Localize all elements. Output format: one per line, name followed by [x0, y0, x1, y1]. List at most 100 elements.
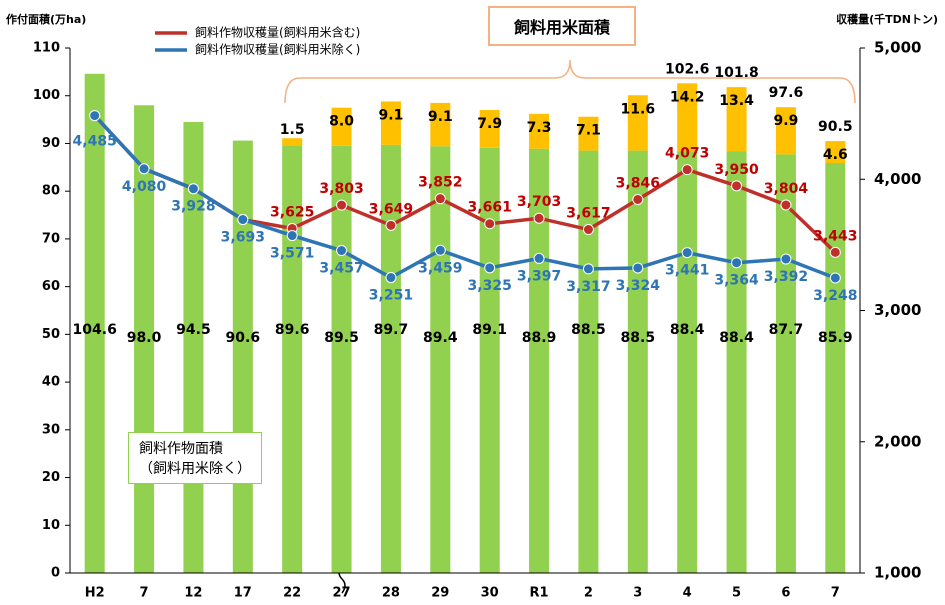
bar	[627, 150, 648, 573]
bar-label: 89.1	[472, 322, 507, 338]
bar	[331, 107, 352, 146]
bar-label: 8.0	[329, 114, 354, 130]
marker	[582, 224, 594, 236]
bar	[479, 110, 500, 148]
marker	[829, 272, 841, 284]
marker	[237, 214, 249, 226]
line-label: 4,485	[73, 134, 117, 150]
x-tick-label: 27	[333, 586, 351, 601]
marker	[533, 212, 545, 224]
bar-label: 13.4	[719, 93, 754, 109]
bar-label: 1.5	[280, 122, 305, 138]
line	[93, 114, 837, 254]
bar	[529, 113, 550, 149]
marker	[286, 230, 298, 242]
line-label: 3,804	[764, 181, 809, 197]
line-label: 3,852	[418, 175, 462, 191]
x-tick-label: 6	[781, 586, 790, 601]
y-tick-label: 40	[42, 375, 60, 390]
line-label: 4,080	[122, 179, 167, 195]
bar-label: 9.9	[774, 113, 799, 129]
line-label: 3,441	[665, 263, 709, 279]
line-label: 3,928	[171, 199, 215, 215]
bar	[578, 116, 599, 151]
bar	[726, 151, 747, 573]
line-label: 3,443	[813, 228, 857, 244]
marker	[484, 262, 496, 274]
marker	[484, 218, 496, 230]
line-label: 3,703	[517, 194, 561, 210]
bar-label: 85.9	[818, 330, 853, 346]
legend-label: 飼料作物収穫量(飼料用米含む)	[195, 25, 360, 40]
bar	[825, 141, 846, 164]
bar-label: 89.5	[324, 330, 359, 346]
marker	[829, 246, 841, 258]
bar-label: 89.4	[423, 330, 458, 346]
line-label: 3,457	[319, 261, 363, 277]
marker	[434, 193, 446, 205]
bar-label: 98.0	[127, 330, 162, 346]
x-tick-label: H2	[85, 586, 105, 601]
bar	[380, 101, 401, 145]
bar	[578, 150, 599, 573]
line-label: 3,392	[764, 269, 808, 285]
marker	[681, 247, 693, 259]
y-tick-label: 70	[42, 231, 60, 246]
x-tick-label: R1	[530, 586, 549, 601]
bar-label: 94.5	[176, 322, 211, 338]
marker	[385, 272, 397, 284]
marker	[385, 219, 397, 231]
bar	[232, 140, 253, 573]
marker	[632, 262, 644, 274]
y-tick-label: 110	[33, 41, 60, 56]
y-tick-label: 90	[42, 136, 60, 151]
y-tick-label: 30	[42, 422, 60, 437]
bar-label: 104.6	[73, 322, 117, 338]
bar-label: 9.1	[428, 109, 453, 125]
line-label: 3,364	[714, 273, 759, 289]
line-label: 3,325	[468, 278, 512, 294]
line-label: 3,649	[369, 201, 413, 217]
x-tick-label: 2	[584, 586, 593, 601]
marker	[731, 257, 743, 269]
y-tick-label: 50	[42, 327, 60, 342]
y2-tick-label: 3,000	[874, 301, 921, 319]
area-label: 飼料作物面積 （飼料用米除く）	[128, 432, 262, 484]
bar	[825, 163, 846, 574]
bar-label: 88.4	[719, 330, 754, 346]
x-tick-label: 28	[382, 586, 400, 601]
marker	[632, 193, 644, 205]
bar-label: 7.1	[576, 123, 601, 139]
marker	[780, 199, 792, 211]
x-tick-label: 4	[683, 586, 692, 601]
bar	[775, 107, 796, 155]
bar-label: 7.9	[477, 116, 502, 132]
line-label: 3,661	[468, 200, 512, 216]
bar	[677, 83, 698, 152]
x-tick-label: 30	[481, 586, 499, 601]
line-label: 3,324	[616, 278, 661, 294]
total-label: 102.6	[665, 61, 709, 77]
x-tick-label: 22	[283, 586, 301, 601]
y-tick-label: 10	[42, 518, 60, 533]
y2-tick-label: 1,000	[874, 564, 921, 582]
bar-label: 89.7	[374, 322, 409, 338]
line-label: 3,397	[517, 268, 561, 284]
marker	[780, 253, 792, 265]
rice-area-label: 飼料用米面積	[488, 6, 637, 46]
marker	[187, 183, 199, 195]
line	[93, 114, 836, 280]
total-label: 101.8	[714, 65, 758, 81]
y2-tick-label: 2,000	[874, 432, 921, 450]
marker	[582, 263, 594, 275]
marker	[533, 252, 545, 264]
marker	[681, 164, 693, 176]
line-label: 3,693	[221, 230, 265, 246]
bar-label: 90.6	[226, 330, 261, 346]
legend-label: 飼料作物収穫量(飼料用米除く)	[195, 42, 360, 57]
marker	[731, 180, 743, 192]
x-tick-label: 7	[140, 586, 149, 601]
y2-tick-label: 4,000	[874, 170, 921, 188]
x-tick-label: 12	[184, 586, 202, 601]
